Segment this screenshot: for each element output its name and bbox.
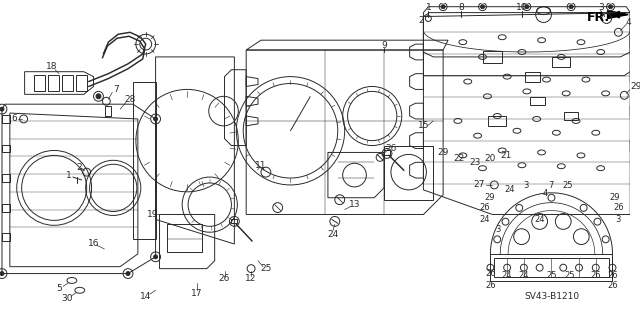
Text: 6: 6 [11, 115, 17, 123]
Text: 16: 16 [88, 239, 99, 248]
Bar [564, 112, 578, 120]
Text: 4: 4 [543, 189, 548, 198]
Text: 5: 5 [56, 284, 62, 293]
Text: 3: 3 [598, 3, 604, 12]
Circle shape [481, 5, 484, 9]
Text: 28: 28 [124, 95, 136, 104]
Text: 26: 26 [613, 203, 624, 212]
Text: 30: 30 [61, 294, 73, 303]
Bar [62, 75, 73, 91]
Polygon shape [607, 11, 628, 19]
Bar [106, 106, 111, 116]
Text: 3: 3 [523, 182, 529, 190]
Text: 29: 29 [630, 82, 640, 91]
Text: 29: 29 [609, 193, 620, 202]
Circle shape [0, 271, 4, 276]
Bar [490, 254, 612, 281]
Text: FR.: FR. [587, 11, 610, 24]
Bar [530, 97, 545, 105]
Circle shape [441, 5, 445, 9]
Text: 24: 24 [327, 230, 339, 239]
Circle shape [96, 94, 101, 99]
Bar [525, 72, 540, 82]
Bar [483, 51, 502, 63]
Text: 8: 8 [458, 3, 464, 12]
Text: 24: 24 [479, 215, 490, 224]
Circle shape [0, 107, 4, 111]
Bar [76, 75, 86, 91]
Circle shape [525, 5, 529, 9]
Text: 25: 25 [260, 264, 271, 273]
Text: 4: 4 [625, 18, 631, 27]
Circle shape [154, 255, 157, 259]
Text: 26: 26 [385, 144, 397, 153]
Text: 1: 1 [426, 3, 431, 12]
Bar [48, 75, 59, 91]
Text: 3: 3 [616, 215, 621, 224]
Text: 11: 11 [255, 161, 267, 170]
Bar [232, 219, 237, 223]
Text: 2: 2 [419, 16, 424, 25]
Text: 29: 29 [484, 193, 495, 202]
Text: 1: 1 [66, 171, 72, 180]
Text: 17: 17 [191, 289, 203, 298]
Bar [168, 224, 202, 252]
Circle shape [569, 5, 573, 9]
Text: 22: 22 [453, 154, 465, 163]
Text: 24: 24 [505, 185, 515, 194]
Text: 27: 27 [473, 181, 484, 189]
Text: 9: 9 [381, 41, 387, 49]
Text: 29: 29 [437, 148, 449, 157]
Circle shape [154, 117, 157, 121]
Text: 23: 23 [469, 158, 481, 167]
Bar [384, 151, 390, 155]
Text: 26: 26 [591, 271, 601, 280]
Text: 26: 26 [607, 281, 618, 290]
Text: 26: 26 [219, 274, 230, 283]
Text: 19: 19 [147, 210, 158, 219]
Bar [552, 57, 570, 67]
Bar [494, 258, 609, 278]
Bar [488, 116, 506, 126]
Text: 25: 25 [562, 182, 572, 190]
Text: SV43-B1210: SV43-B1210 [524, 292, 579, 301]
Text: 7: 7 [113, 85, 119, 94]
Text: 26: 26 [479, 203, 490, 212]
Text: 12: 12 [245, 274, 257, 283]
Text: 21: 21 [500, 151, 512, 160]
Text: 26: 26 [485, 281, 496, 290]
Text: 25: 25 [546, 271, 557, 280]
Text: 26: 26 [607, 271, 618, 280]
Text: 26: 26 [485, 269, 496, 278]
Circle shape [126, 271, 130, 276]
Text: 24: 24 [502, 271, 513, 280]
Text: 10: 10 [516, 3, 527, 12]
Text: 24: 24 [518, 271, 529, 280]
Text: 15: 15 [418, 121, 429, 130]
Text: 2: 2 [76, 163, 81, 172]
Text: 7: 7 [548, 182, 554, 190]
Text: 3: 3 [495, 225, 501, 234]
Text: 18: 18 [45, 62, 57, 71]
Text: 20: 20 [484, 154, 496, 163]
Text: 25: 25 [564, 271, 575, 280]
Circle shape [609, 5, 612, 9]
Text: 14: 14 [140, 292, 152, 301]
Text: 13: 13 [349, 200, 360, 209]
Text: 24: 24 [534, 215, 545, 224]
Bar [35, 75, 45, 91]
